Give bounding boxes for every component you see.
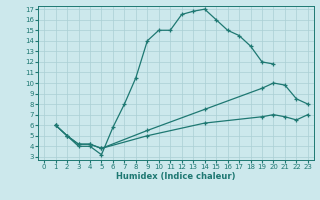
X-axis label: Humidex (Indice chaleur): Humidex (Indice chaleur) (116, 172, 236, 181)
